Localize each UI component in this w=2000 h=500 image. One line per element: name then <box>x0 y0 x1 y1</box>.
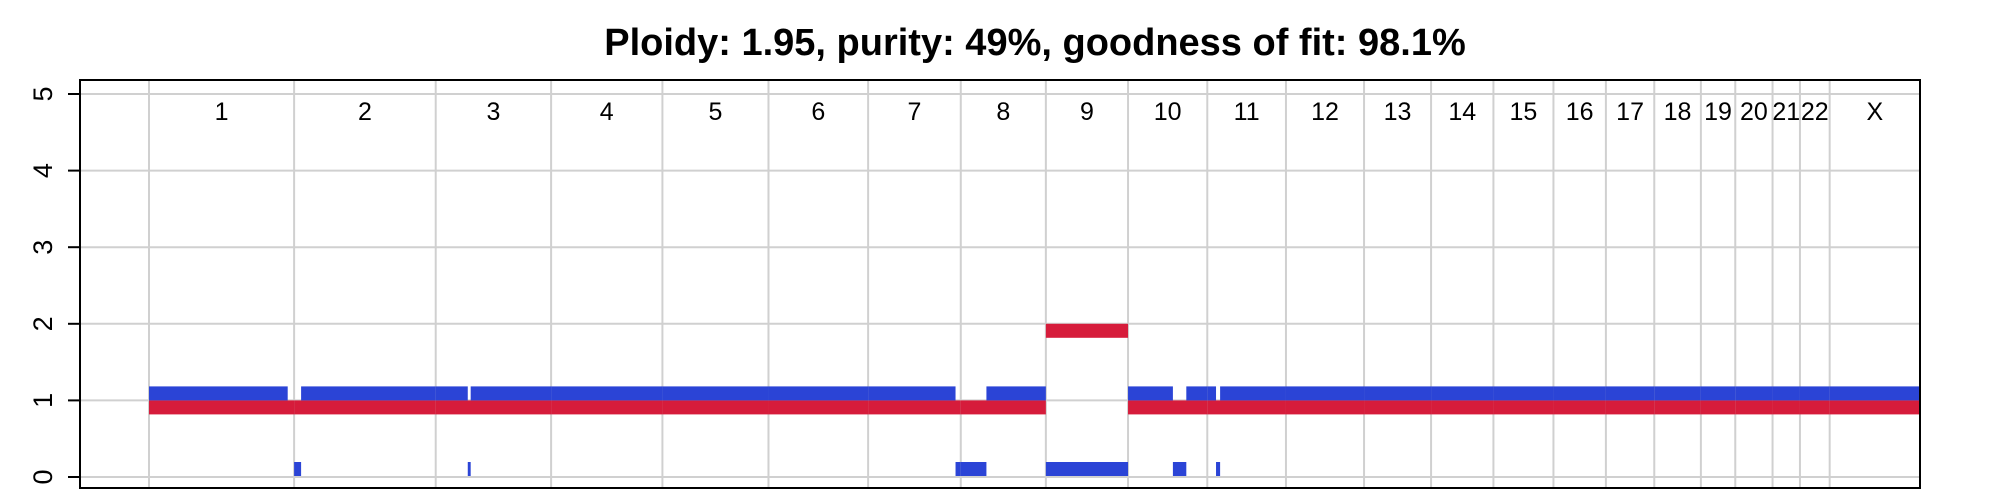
segment-1-0 <box>149 400 295 415</box>
segment-17-0 <box>1605 400 1655 415</box>
y-tick-label-2: 2 <box>28 316 58 331</box>
chromosome-label-12: 12 <box>1311 98 1339 126</box>
chromosome-label-22: 22 <box>1801 98 1829 126</box>
segment-X-0 <box>1829 400 1920 415</box>
grid <box>80 80 1920 488</box>
segment-17-0 <box>1605 386 1655 401</box>
chromosome-label-13: 13 <box>1384 98 1412 126</box>
segment-8-0 <box>960 462 987 476</box>
segment-18-0 <box>1654 386 1701 401</box>
chromosome-label-3: 3 <box>486 98 500 126</box>
segment-11-0 <box>1207 386 1217 401</box>
segment-5-0 <box>662 400 769 415</box>
segment-21-0 <box>1772 400 1800 415</box>
segment-7-150 <box>955 462 961 476</box>
segment-10-0 <box>1128 386 1173 401</box>
y-tick-label-1: 1 <box>28 393 58 408</box>
segment-11-22 <box>1220 386 1286 401</box>
segment-9-0 <box>1045 462 1129 476</box>
chromosome-label-15: 15 <box>1510 98 1538 126</box>
segment-5-0 <box>662 386 769 401</box>
y-tick-label-3: 3 <box>28 240 58 255</box>
y-tick-label-4: 4 <box>28 163 58 178</box>
segment-3-60 <box>470 386 552 401</box>
segment-11-0 <box>1207 400 1286 415</box>
segment-19-0 <box>1700 386 1736 401</box>
y-axis: 0 1 2 3 4 5 <box>28 86 80 485</box>
chromosome-label-5: 5 <box>708 98 722 126</box>
segment-12-0 <box>1285 386 1365 401</box>
segment-X-0 <box>1829 386 1920 401</box>
chromosome-label-17: 17 <box>1616 98 1644 126</box>
segment-10-77 <box>1172 462 1187 476</box>
chromosome-label-6: 6 <box>811 98 825 126</box>
segment-22-0 <box>1799 386 1830 401</box>
chromosome-label-11: 11 <box>1234 98 1260 126</box>
segment-11-15 <box>1216 462 1221 476</box>
segment-1-0 <box>149 386 288 401</box>
segment-15-0 <box>1493 386 1554 401</box>
segment-10-100 <box>1186 386 1208 401</box>
segment-8-44 <box>986 386 1046 401</box>
chromosome-label-2: 2 <box>358 98 372 126</box>
segment-19-0 <box>1700 400 1736 415</box>
plot-frame <box>79 79 1921 489</box>
chromosome-label-16: 16 <box>1566 98 1594 126</box>
segment-15-0 <box>1493 400 1554 415</box>
segment-3-55 <box>467 462 471 476</box>
chromosome-label-1: 1 <box>215 98 229 126</box>
segment-2-0 <box>294 400 436 415</box>
segment-20-0 <box>1735 400 1773 415</box>
segment-3-0 <box>435 400 552 415</box>
segment-22-0 <box>1799 400 1830 415</box>
segment-7-0 <box>868 400 961 415</box>
segment-13-0 <box>1364 386 1432 401</box>
segment-16-0 <box>1553 400 1606 415</box>
segment-2-0 <box>294 462 302 476</box>
chromosome-label-14: 14 <box>1448 98 1476 126</box>
segment-18-0 <box>1654 400 1701 415</box>
chromosome-label-4: 4 <box>600 98 614 126</box>
segment-4-0 <box>551 400 663 415</box>
segment-4-0 <box>551 386 663 401</box>
segment-6-0 <box>768 386 869 401</box>
chromosome-label-8: 8 <box>996 98 1010 126</box>
chromosome-label-19: 19 <box>1704 98 1732 126</box>
segment-16-0 <box>1553 386 1606 401</box>
segment-21-0 <box>1772 386 1800 401</box>
segment-14-0 <box>1431 400 1494 415</box>
segment-3-0 <box>435 386 468 401</box>
chromosome-label-21: 21 <box>1772 98 1800 126</box>
segment-10-0 <box>1128 400 1208 415</box>
segment-13-0 <box>1364 400 1432 415</box>
chromosome-label-10: 10 <box>1154 98 1182 126</box>
chromosome-label-X: X <box>1866 98 1883 126</box>
segment-8-0 <box>960 400 1046 415</box>
segment-14-0 <box>1431 386 1494 401</box>
segment-12-0 <box>1285 400 1365 415</box>
y-tick-label-0: 0 <box>28 469 58 484</box>
chromosome-label-9: 9 <box>1080 98 1094 126</box>
chromosome-label-18: 18 <box>1664 98 1692 126</box>
chromosome-label-20: 20 <box>1740 98 1768 126</box>
segments <box>149 323 1920 476</box>
chart-title: Ploidy: 1.95, purity: 49%, goodness of f… <box>604 22 1466 64</box>
segment-20-0 <box>1735 386 1773 401</box>
segment-7-0 <box>868 386 956 401</box>
chromosome-label-7: 7 <box>907 98 921 126</box>
segment-9-0 <box>1045 323 1129 338</box>
segment-6-0 <box>768 400 869 415</box>
chromosome-labels: 1 2 3 4 5 6 7 8 9 10 11 12 13 14 15 16 17 18 19 20 21 22 X <box>215 98 1884 126</box>
segment-2-12 <box>301 386 436 401</box>
y-tick-label-5: 5 <box>28 86 58 101</box>
